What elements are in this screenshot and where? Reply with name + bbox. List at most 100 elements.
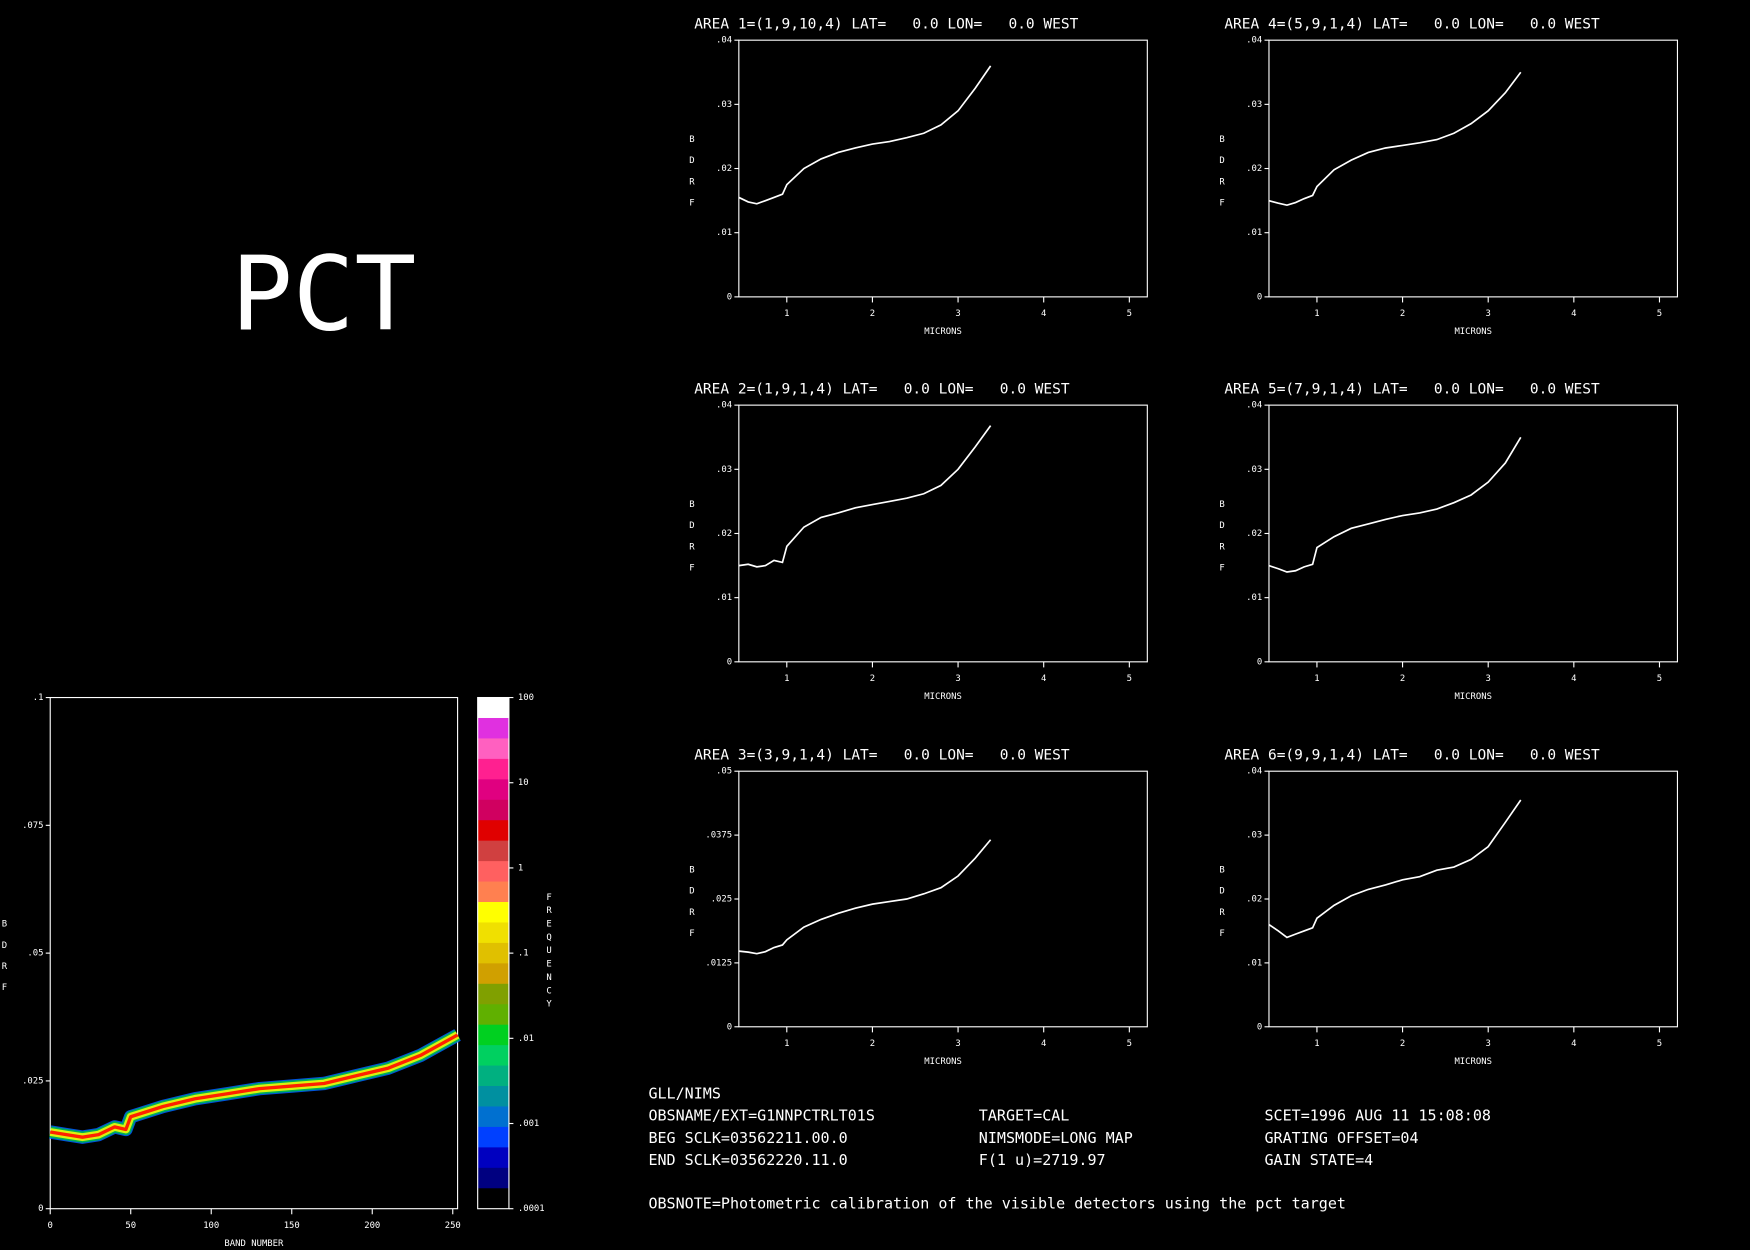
x-tick-label: 0: [48, 1221, 53, 1231]
panel-title: AREA 4=(5,9,1,4) LAT= 0.0 LON= 0.0 WEST: [1224, 17, 1600, 33]
x-tick-label: 3: [955, 1039, 960, 1049]
x-tick-label: 5: [1127, 309, 1132, 319]
colorbar-swatch: [477, 1045, 509, 1067]
colorbar-swatch: [477, 942, 509, 964]
y-tick-label: .02: [716, 529, 732, 539]
x-tick-label: 3: [955, 309, 960, 319]
x-axis-label: MICRONS: [1454, 692, 1492, 702]
x-axis-label: MICRONS: [1454, 1057, 1492, 1067]
x-tick-label: 2: [1400, 674, 1405, 684]
x-tick-label: 5: [1127, 674, 1132, 684]
y-axis-label: BDRF: [687, 135, 697, 220]
y-tick-label: .03: [716, 100, 732, 110]
y-tick-label: .05: [716, 767, 732, 777]
colorbar-swatch: [477, 758, 509, 780]
x-tick-label: 50: [125, 1221, 136, 1231]
spectrum-line: [1268, 799, 1522, 939]
info-line: TARGET=CAL: [979, 1107, 1070, 1125]
y-tick-label: .1: [33, 693, 44, 703]
x-tick-label: 2: [1400, 1039, 1405, 1049]
y-tick-label: .03: [1246, 100, 1262, 110]
colorbar-swatch: [477, 1086, 509, 1108]
x-tick-label: 1: [784, 1039, 789, 1049]
colorbar-label: FREQUENCY: [544, 893, 554, 1013]
y-tick-label: 0: [727, 292, 732, 302]
colorbar-swatch: [477, 717, 509, 739]
x-tick-label: 250: [445, 1221, 461, 1231]
y-tick-label: .04: [1246, 36, 1262, 46]
colorbar-swatch: [477, 1188, 509, 1210]
x-tick-label: 1: [1314, 674, 1319, 684]
y-tick-label: .0125: [705, 958, 732, 968]
plot-frame: [1268, 39, 1679, 298]
y-tick-label: 0: [1257, 657, 1262, 667]
colorbar-swatch: [477, 799, 509, 821]
y-tick-label: .025: [22, 1076, 43, 1086]
x-tick-label: 200: [364, 1221, 380, 1231]
y-axis-label: BDRF: [687, 500, 697, 585]
x-tick-label: 4: [1571, 309, 1576, 319]
spectrum-line: [1268, 71, 1522, 206]
density-core: [49, 1033, 459, 1139]
info-line: OBSNAME/EXT=G1NNPCTRLT01S: [648, 1107, 874, 1125]
y-tick-label: 0: [1257, 1022, 1262, 1032]
x-tick-label: 4: [1041, 1039, 1046, 1049]
y-axis-label: BDRF: [1217, 866, 1227, 951]
y-tick-label: 0: [38, 1204, 43, 1214]
colorbar-swatch: [477, 1004, 509, 1026]
y-tick-label: .04: [716, 36, 732, 46]
colorbar-tick-label: .0001: [518, 1204, 545, 1214]
y-tick-label: .02: [1246, 529, 1262, 539]
y-tick-label: .04: [1246, 401, 1262, 411]
colorbar-swatch: [477, 840, 509, 862]
plot-frame: [1268, 770, 1679, 1028]
info-line: BEG SCLK=03562211.00.0: [648, 1129, 847, 1147]
panel-title: AREA 1=(1,9,10,4) LAT= 0.0 LON= 0.0 WEST: [694, 17, 1078, 33]
y-tick-label: .01: [1246, 958, 1262, 968]
info-line: END SCLK=03562220.11.0: [648, 1151, 847, 1169]
colorbar-swatch: [477, 1167, 509, 1189]
y-tick-label: .075: [22, 821, 43, 831]
colorbar-tick-label: 10: [518, 778, 529, 788]
colorbar-swatch: [477, 1126, 509, 1148]
colorbar-tick-label: 100: [518, 693, 534, 703]
colorbar-swatch: [477, 963, 509, 985]
spectrum-line: [738, 65, 992, 205]
y-tick-label: .02: [1246, 894, 1262, 904]
panel-title: AREA 3=(3,9,1,4) LAT= 0.0 LON= 0.0 WEST: [694, 748, 1070, 764]
x-tick-label: 5: [1127, 1039, 1132, 1049]
x-tick-label: 1: [784, 309, 789, 319]
y-tick-label: .01: [716, 228, 732, 238]
y-tick-label: .02: [716, 164, 732, 174]
spectrum-line: [738, 839, 992, 955]
y-axis-label: BDRF: [1217, 500, 1227, 585]
colorbar-swatch: [477, 902, 509, 924]
x-tick-label: 3: [1486, 1039, 1491, 1049]
panel-title: AREA 2=(1,9,1,4) LAT= 0.0 LON= 0.0 WEST: [694, 382, 1070, 398]
plot-frame: [738, 39, 1148, 298]
colorbar-swatch: [477, 881, 509, 903]
y-axis-label: BDRF: [0, 920, 9, 1005]
y-tick-label: .025: [711, 894, 732, 904]
y-tick-label: .04: [1246, 767, 1262, 777]
x-tick-label: 3: [1486, 674, 1491, 684]
colorbar-swatch: [477, 738, 509, 760]
y-axis-label: BDRF: [687, 866, 697, 951]
colorbar-tick-label: .1: [518, 949, 529, 959]
colorbar-tick-label: .001: [518, 1119, 539, 1129]
x-axis-label: BAND NUMBER: [224, 1239, 284, 1249]
colorbar-swatch: [477, 861, 509, 883]
x-tick-label: 100: [203, 1221, 219, 1231]
info-line: NIMSMODE=LONG MAP: [979, 1129, 1133, 1147]
x-tick-label: 5: [1657, 674, 1662, 684]
y-tick-label: 0: [727, 657, 732, 667]
colorbar-swatch: [477, 779, 509, 801]
info-line: OBSNOTE=Photometric calibration of the v…: [648, 1195, 1346, 1213]
info-line: GLL/NIMS: [648, 1084, 720, 1102]
panel-title: AREA 5=(7,9,1,4) LAT= 0.0 LON= 0.0 WEST: [1224, 382, 1600, 398]
x-axis-label: MICRONS: [1454, 327, 1492, 337]
y-tick-label: .01: [1246, 593, 1262, 603]
x-tick-label: 2: [870, 674, 875, 684]
colorbar-swatch: [477, 697, 509, 719]
